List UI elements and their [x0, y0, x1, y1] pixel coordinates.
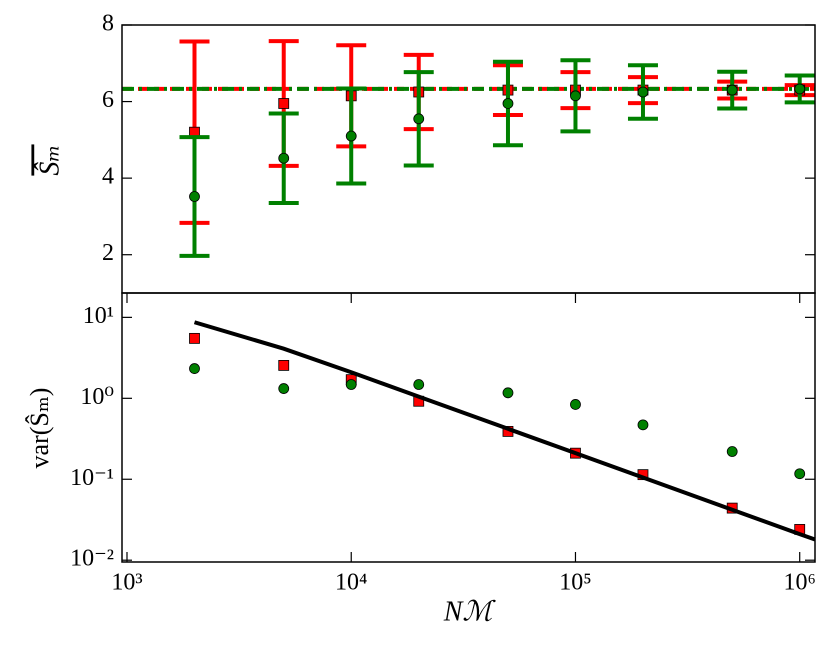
marker [413, 379, 425, 390]
marker [278, 383, 290, 394]
marker [345, 130, 357, 142]
line [193, 320, 816, 542]
x-tick-label: 10³ [111, 570, 142, 596]
y-tick-label: 10¹ [83, 303, 114, 329]
marker [726, 84, 738, 96]
y-axis-label: var(Ŝₘ) [25, 388, 54, 469]
y-axis-label: Ŝₘ [34, 144, 65, 175]
plot-frame [121, 24, 816, 294]
marker [794, 468, 806, 480]
y-tick-label: 8 [102, 11, 114, 37]
marker [502, 387, 514, 399]
marker [570, 399, 581, 410]
y-tick-label: 6 [102, 87, 114, 113]
x-tick-label: 10⁴ [335, 570, 367, 596]
plot-frame [121, 292, 816, 563]
marker [413, 113, 425, 125]
marker [502, 98, 514, 109]
marker [345, 379, 357, 390]
y-tick-label: 4 [102, 164, 114, 190]
x-tick-label: 10⁵ [559, 570, 591, 596]
y-tick-label: 10⁻¹ [70, 465, 114, 491]
marker [278, 360, 290, 371]
marker [278, 152, 290, 164]
marker [278, 98, 290, 109]
y-tick-label: 10⁻² [70, 546, 114, 572]
x-axis-label: Nℳ [443, 596, 497, 627]
marker [189, 191, 200, 202]
marker [726, 446, 738, 457]
y-tick-label: 2 [102, 240, 114, 266]
y-tick-label: 10⁰ [80, 384, 114, 410]
marker [637, 86, 649, 98]
marker [189, 363, 200, 374]
marker [637, 419, 649, 431]
marker [189, 332, 200, 344]
marker [570, 90, 581, 102]
x-tick-label: 10⁶ [784, 570, 816, 596]
marker [794, 83, 806, 95]
